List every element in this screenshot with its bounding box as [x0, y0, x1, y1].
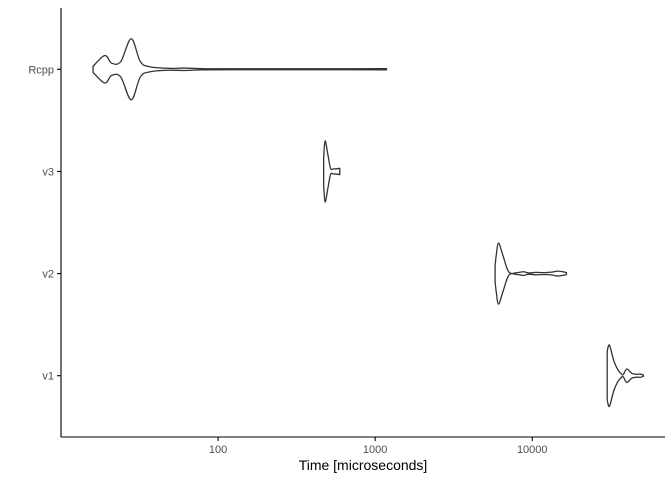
violin-v2 [494, 242, 568, 305]
y-tick-label: Rcpp [28, 64, 54, 76]
y-tick-label: v1 [42, 371, 54, 383]
y-tick-label: v3 [42, 166, 54, 178]
y-axis: v1 v2 v3 Rcpp [28, 8, 62, 437]
x-axis: 100 1000 10000 [61, 436, 665, 456]
violin-v1 [606, 344, 645, 408]
violins [92, 38, 645, 408]
x-tick-label: 100 [209, 444, 227, 456]
violin-v3 [323, 140, 341, 203]
x-axis-title: Time [microseconds] [299, 457, 428, 473]
x-tick-label: 1000 [363, 444, 387, 456]
violin-rcpp [92, 38, 388, 101]
x-tick-label: 10000 [517, 444, 548, 456]
y-tick-label: v2 [42, 269, 54, 281]
